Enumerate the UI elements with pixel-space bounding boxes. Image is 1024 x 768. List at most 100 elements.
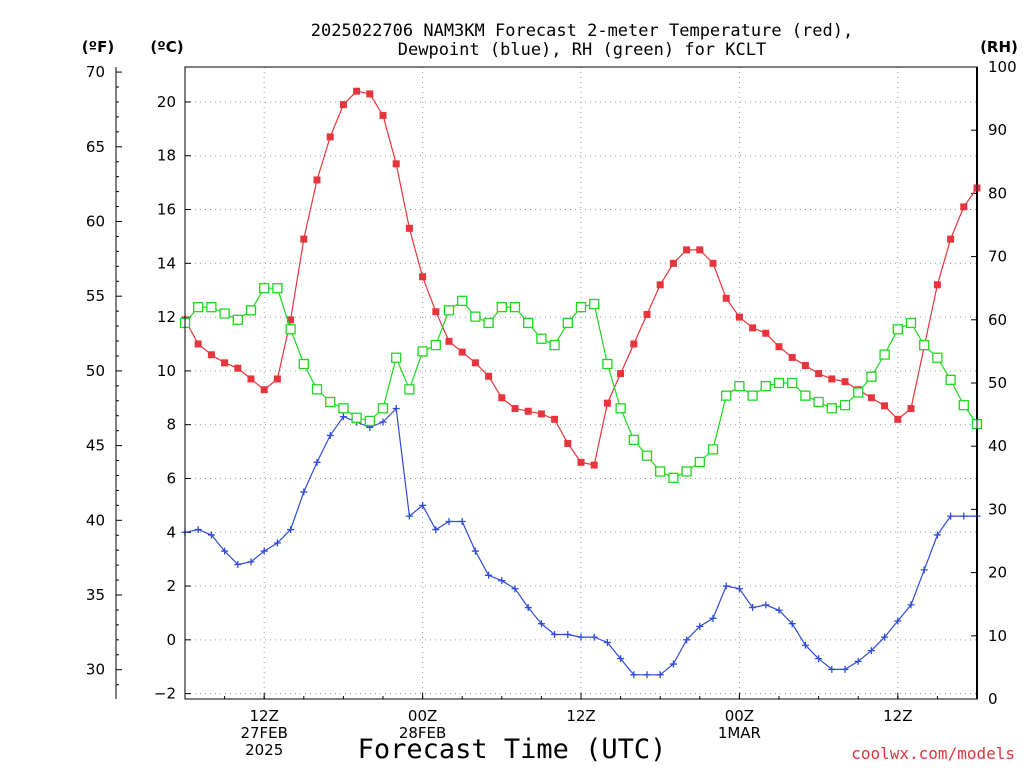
- rh-point: [470, 311, 481, 322]
- dewpoint-point: [339, 413, 347, 421]
- rh-point: [338, 403, 349, 414]
- rh-point: [523, 317, 534, 329]
- dewpoint-point: [735, 585, 743, 593]
- rh-point: [232, 314, 243, 325]
- temperature-point: [247, 375, 255, 383]
- rh-point: [311, 384, 323, 395]
- temperature-point: [458, 348, 466, 356]
- temperature-point: [656, 281, 664, 289]
- rh-tick-label: 80: [988, 184, 1007, 202]
- temperature-series: [181, 87, 981, 469]
- dewpoint-point: [630, 671, 638, 679]
- rh-point: [219, 308, 230, 319]
- temperature-point: [366, 90, 374, 98]
- dewpoint-point: [405, 512, 413, 520]
- dewpoint-point: [933, 531, 941, 539]
- rh-point: [364, 415, 375, 427]
- temperature-point: [524, 407, 532, 415]
- rh-point: [206, 302, 217, 313]
- chart-title-line-2: Dewpoint (blue), RH (green) for KCLT: [398, 40, 766, 60]
- dewpoint-point: [511, 585, 519, 593]
- rh-point: [193, 302, 204, 313]
- dewpoint-point: [432, 526, 440, 534]
- temperature-point: [630, 340, 638, 348]
- temperature-point: [735, 313, 743, 321]
- temperature-point: [603, 399, 611, 407]
- temperature-point: [353, 87, 361, 95]
- temperature-point: [564, 440, 572, 448]
- celsius-tick-label: 2: [166, 577, 176, 595]
- credit-label: coolwx.com/models: [851, 744, 1015, 763]
- dewpoint-point: [801, 641, 809, 649]
- dewpoint-point: [194, 526, 202, 534]
- rh-point: [589, 298, 600, 310]
- dewpoint-point: [498, 577, 506, 585]
- rh-point: [747, 390, 758, 401]
- rh-point: [721, 390, 732, 401]
- rh-point: [391, 352, 402, 363]
- fahrenheit-unit-label: (ºF): [82, 38, 114, 56]
- fahrenheit-tick-label: 45: [86, 437, 105, 455]
- rh-point: [681, 466, 692, 477]
- dewpoint-point: [920, 566, 928, 574]
- dewpoint-point: [419, 501, 427, 509]
- temperature-point: [683, 246, 691, 254]
- temperature-point: [273, 375, 281, 383]
- rh-point: [536, 333, 547, 344]
- dewpoint-point: [379, 418, 387, 426]
- dewpoint-point: [603, 639, 611, 647]
- dewpoint-point: [867, 647, 875, 655]
- rh-point: [509, 302, 521, 313]
- temperature-point: [419, 273, 427, 281]
- rh-point: [417, 346, 428, 357]
- chart-title-line-1: 2025022706 NAM3KM Forecast 2-meter Tempe…: [311, 21, 853, 41]
- rh-point: [272, 283, 283, 294]
- dewpoint-point: [854, 657, 862, 665]
- x-tick-label: 12Z: [250, 707, 279, 725]
- celsius-tick-label: 4: [166, 523, 176, 541]
- rh-point: [351, 412, 362, 423]
- temperature-point: [643, 310, 651, 318]
- dewpoint-point: [551, 630, 559, 638]
- fahrenheit-tick-label: 60: [86, 212, 105, 230]
- dewpoint-point: [656, 671, 664, 679]
- rh-point: [575, 302, 587, 313]
- temperature-point: [551, 415, 559, 423]
- rh-point: [787, 377, 798, 389]
- dewpoint-point: [894, 617, 902, 625]
- temperature-point: [815, 370, 823, 378]
- temperature-point: [867, 394, 875, 402]
- dewpoint-point: [960, 512, 968, 520]
- rh-point: [628, 434, 639, 446]
- temperature-point: [828, 375, 836, 383]
- temperature-point: [207, 351, 215, 359]
- temperature-point: [960, 203, 968, 211]
- temperature-point: [577, 458, 585, 466]
- rh-point: [298, 358, 309, 370]
- dewpoint-point: [524, 604, 532, 612]
- rh-tick-label: 60: [988, 311, 1007, 329]
- grid-lines: [185, 67, 977, 699]
- dewpoint-point: [300, 488, 308, 496]
- dewpoint-point: [313, 458, 321, 466]
- dewpoint-point: [762, 601, 770, 609]
- dewpoint-point: [841, 665, 849, 673]
- temperature-point: [947, 235, 955, 243]
- x-tick-label: 00Z: [725, 707, 754, 725]
- temperature-point: [260, 386, 268, 394]
- temperature-point: [498, 394, 506, 402]
- rh-point: [945, 374, 956, 385]
- celsius-unit-label: (ºC): [150, 38, 183, 56]
- dewpoint-point: [458, 518, 466, 526]
- rh-point: [707, 444, 719, 455]
- temperature-point: [537, 410, 545, 418]
- temperature-point: [405, 224, 413, 232]
- temperature-point: [194, 340, 202, 348]
- fahrenheit-tick-label: 70: [86, 63, 105, 81]
- temperature-point: [300, 235, 308, 243]
- celsius-tick-label: 14: [157, 254, 176, 272]
- celsius-tick-label: 16: [157, 201, 176, 219]
- rh-point: [285, 324, 296, 335]
- rh-point: [496, 302, 507, 313]
- rh-point: [549, 339, 560, 351]
